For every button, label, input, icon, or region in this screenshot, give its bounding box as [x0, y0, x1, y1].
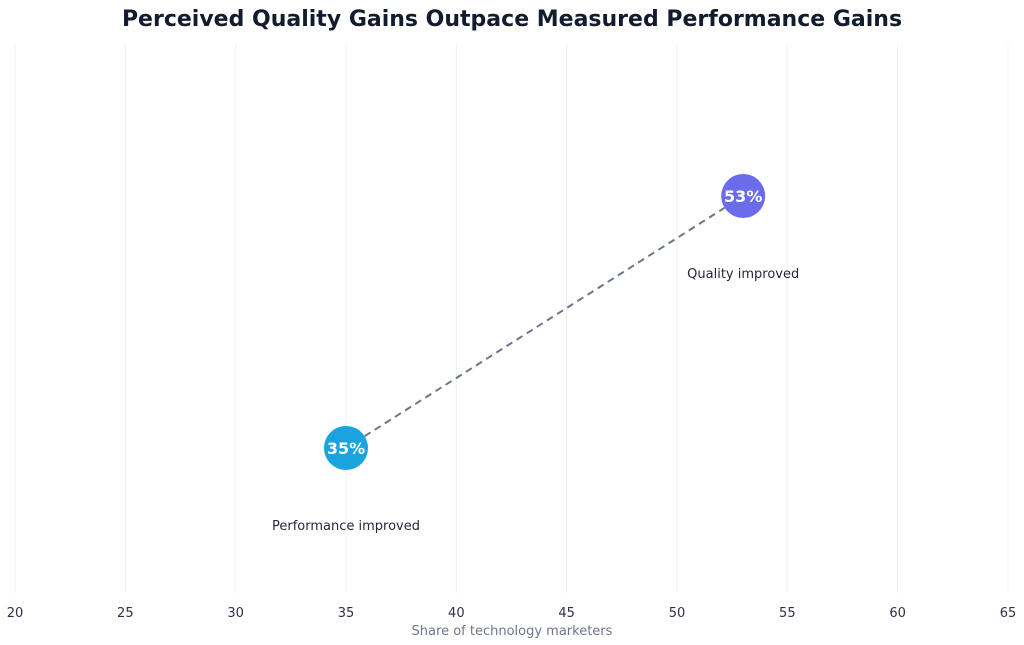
- point-value-label-0: 35%: [327, 439, 365, 458]
- x-axis-label: Share of technology marketers: [412, 624, 613, 639]
- x-tick-label-25: 25: [117, 606, 134, 621]
- x-tick-label-30: 30: [227, 606, 244, 621]
- connector-line: [364, 206, 726, 438]
- x-tick-label-20: 20: [7, 606, 24, 621]
- grid-lines: [14, 45, 1009, 593]
- chart-title: Perceived Quality Gains Outpace Measured…: [122, 7, 902, 32]
- x-tick-label-65: 65: [1000, 606, 1017, 621]
- x-tick-label-45: 45: [558, 606, 575, 621]
- data-point-1: [721, 174, 766, 218]
- connector-layer: [364, 206, 726, 438]
- point-annotation-0: Performance improved: [272, 519, 420, 534]
- x-tick-label-35: 35: [338, 606, 355, 621]
- point-annotation-1: Quality improved: [687, 267, 799, 282]
- x-tick-label-60: 60: [889, 606, 906, 621]
- data-point-0: [324, 426, 368, 470]
- data-points: 35% Performance improved 53% Quality improv…: [272, 174, 799, 534]
- x-tick-label-55: 55: [779, 606, 796, 621]
- x-tick-label-50: 50: [669, 606, 686, 621]
- x-tick-label-40: 40: [448, 606, 465, 621]
- x-axis-ticks: 20 25 30 35 40 45 50 55 60 65: [7, 606, 1017, 621]
- point-value-label-1: 53%: [724, 187, 762, 206]
